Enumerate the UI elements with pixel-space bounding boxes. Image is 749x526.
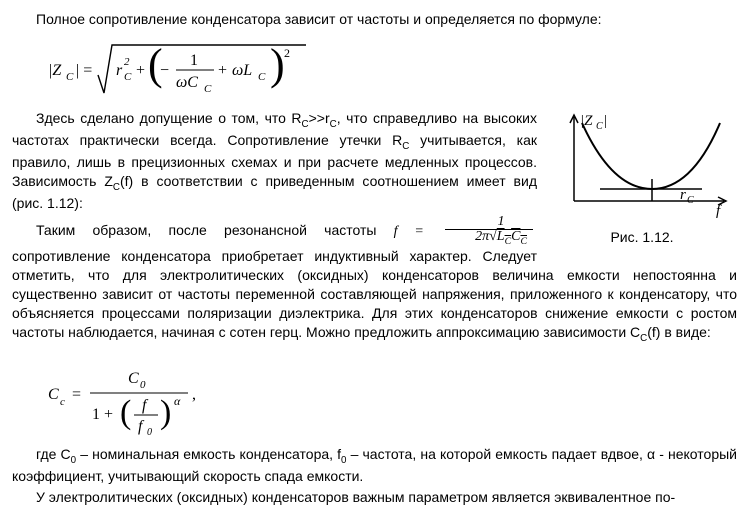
p3-eq-under-sqrt: LCCC [497, 228, 527, 244]
p3-a: Таким образом, после резонансной частоты [36, 222, 394, 238]
p2-b-sub: C [330, 119, 337, 130]
curve-zc [582, 123, 720, 189]
f1-r-sup: 2 [124, 56, 130, 68]
paragraph-5: У электролитических (оксидных) конденсат… [12, 488, 737, 507]
f1-wL-sub: C [258, 71, 266, 83]
f1-plus2: + [218, 62, 227, 79]
f1-r-sub: C [124, 71, 132, 83]
figure-caption: Рис. 1.12. [547, 228, 737, 247]
f2-inner-f: f [142, 397, 149, 414]
paragraph-1: Полное сопротивление конденсатора зависи… [12, 10, 737, 29]
f1-r: r [116, 62, 123, 79]
f1-num1: 1 [190, 52, 198, 69]
y-label-sub: C [596, 121, 603, 132]
y-label-end: | [604, 113, 607, 129]
p3-eq-sqrt: √ [489, 229, 497, 244]
f2-num-sub: 0 [140, 379, 146, 391]
p2-b: >>r [309, 110, 330, 126]
figure-plot: |Z C | r C f [552, 109, 732, 219]
formula-cc: C c = C 0 1 + ( f f 0 ) α , [48, 353, 737, 439]
f2-lhs-C: C [48, 386, 59, 403]
formula-zc: |Z C | = r C 2 + ( − 1 ωC C + ωL C ) 2 [48, 35, 737, 101]
f2-inner-f0: f [138, 418, 145, 435]
p2-a-sub: C [302, 119, 309, 130]
f2-den-lparen: ( [120, 394, 131, 431]
f1-plus: + [136, 62, 145, 79]
p3-b: сопротивление конденсатора приобретает и… [12, 248, 737, 340]
paragraph-4: где C0 – номинальная емкость конденсатор… [12, 445, 737, 486]
p4-a: где C [36, 446, 71, 462]
p2-a: Здесь сделано допущение о том, что R [36, 110, 302, 126]
x-label-r: r [680, 187, 686, 203]
f2-inner-f0-sub: 0 [147, 427, 152, 438]
p3-eq-frac: 1 2π√LCCC [445, 215, 533, 248]
f2-den-1plus: 1 + [92, 406, 113, 423]
f2-comma: , [192, 386, 196, 403]
f1-lhs-eq: | = [76, 62, 92, 79]
f1-wC: ωC [176, 74, 198, 91]
p4-b: – номинальная емкость конденсатора, f [76, 446, 341, 462]
p3-eq-Lc: L [497, 229, 505, 244]
f2-eq: = [72, 386, 81, 403]
y-label-z: |Z [580, 113, 593, 129]
p3-eq-2pi: 2π [475, 229, 489, 244]
p3-eq-den: 2π√LCCC [445, 230, 533, 247]
f1-lhs-sub: C [66, 71, 74, 83]
x-label-f: f [716, 203, 722, 219]
f2-den-rparen: ) [160, 394, 171, 431]
p2-d-sub: C [113, 182, 120, 193]
f1-wC-sub: C [204, 83, 212, 95]
f1-lhs: |Z [48, 62, 62, 79]
f1-sq: 2 [284, 46, 290, 60]
f2-num-C: C [128, 370, 139, 387]
f1-rparen: ) [270, 40, 285, 89]
p3-c: (f) в виде: [647, 324, 711, 340]
f2-lhs-sub: c [60, 396, 65, 408]
p3-eq-Cc-sub: C [520, 236, 527, 247]
f1-wL: ωL [232, 62, 252, 79]
f1-minus: − [160, 62, 169, 79]
p3-eq-lhs: f = [394, 224, 424, 239]
x-label-r-sub: C [687, 195, 694, 206]
f2-exp: α [174, 394, 181, 408]
figure-1-12: |Z C | r C f Рис. 1.12. [547, 109, 737, 247]
